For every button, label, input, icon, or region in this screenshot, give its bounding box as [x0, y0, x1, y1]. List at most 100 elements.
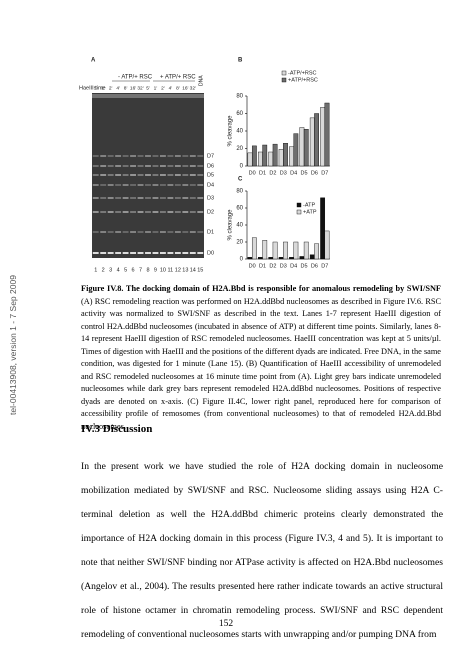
x-tick-label: D7 [321, 170, 328, 176]
gel-band [197, 155, 204, 157]
gel-band [152, 165, 159, 167]
x-tick-label: D2 [269, 170, 276, 176]
gel-band [152, 155, 159, 157]
gel-band [189, 197, 196, 199]
gel-band [182, 231, 189, 233]
gel-band [189, 165, 196, 167]
lane-number: 13 [182, 267, 188, 273]
condition-label: - ATP/+ RSC [118, 75, 153, 81]
gel-band [130, 231, 136, 233]
gel-band [167, 231, 174, 233]
bar [258, 151, 263, 167]
gel-band [167, 197, 174, 199]
caption-body: (A) RSC remodeling reaction was performe… [81, 296, 441, 431]
bar [262, 240, 268, 260]
gel-band [100, 197, 107, 199]
gel-band [189, 211, 196, 213]
gel-band [167, 165, 174, 167]
gel-band [189, 155, 196, 157]
x-tick-label: D1 [259, 170, 266, 176]
y-tick-label: 0 [240, 164, 244, 170]
bar [299, 127, 305, 167]
bar [272, 143, 278, 167]
lane-number: 15 [197, 267, 203, 273]
y-tick-label: 20 [236, 146, 243, 152]
bar [247, 257, 253, 260]
bar [268, 257, 274, 260]
x-tick-label: D3 [280, 263, 287, 269]
gel-band [122, 174, 129, 176]
caption-title: Figure IV.8. The docking domain of H2A.B… [81, 284, 441, 293]
gel-band [107, 165, 114, 167]
band-label: D4 [207, 182, 214, 188]
gel-band [197, 165, 204, 167]
time-label: 8' [176, 85, 180, 91]
gel-band [122, 211, 129, 213]
lane-number: 8 [146, 267, 149, 273]
gel-band [122, 155, 129, 157]
time-label: 1' [101, 85, 105, 91]
lane-number: 2 [102, 267, 105, 273]
bar [289, 146, 294, 167]
bar [320, 107, 326, 167]
gel-band [197, 197, 204, 199]
gel-band [197, 211, 204, 213]
gel-band [182, 197, 189, 199]
y-axis-label: % cleavage [228, 209, 234, 241]
gel-band [145, 197, 151, 199]
gel-band [145, 231, 151, 233]
time-label: 4' [116, 85, 120, 91]
time-label: 1' [154, 85, 158, 91]
gel-band [152, 197, 159, 199]
gel-band [174, 184, 181, 186]
legend-label: +ATP/+RSC [288, 77, 318, 83]
panel-label: C [238, 177, 243, 183]
bar [299, 256, 305, 260]
gel-band [115, 231, 122, 233]
bar [251, 237, 257, 260]
band-label: D5 [207, 172, 214, 178]
lane-number: 5 [124, 267, 127, 273]
bar [283, 143, 288, 167]
bar [272, 241, 278, 260]
band-label: D7 [207, 153, 214, 159]
gel-band [145, 155, 151, 157]
gel-band [160, 184, 166, 186]
x-tick-label: D5 [301, 263, 308, 269]
gel-band [107, 174, 114, 176]
x-tick-label: D3 [280, 170, 287, 176]
bar [309, 254, 315, 260]
gel-band [130, 184, 136, 186]
gel-band [152, 231, 159, 233]
lane-number: 1 [94, 267, 97, 273]
lane-number: 7 [139, 267, 142, 273]
gel-band [137, 231, 144, 233]
gel-band [189, 231, 196, 233]
legend-swatch [296, 209, 302, 215]
gel-band [92, 252, 99, 254]
gel-band [115, 174, 122, 176]
bar [293, 241, 299, 260]
gel-band [115, 211, 122, 213]
band-label: D6 [207, 163, 214, 169]
time-label: 8' [124, 85, 128, 91]
y-tick-label: 20 [236, 240, 243, 246]
bar [314, 243, 319, 260]
bar [324, 102, 330, 167]
legend-swatch [281, 77, 287, 83]
gel-band [145, 174, 151, 176]
gel-band [92, 231, 99, 233]
figure: A B C - ATP/+ RSC + ATP/+ RSC HaeIII tim… [79, 58, 330, 273]
band-label: D3 [207, 195, 214, 201]
bar [303, 241, 309, 260]
gel-band [182, 252, 189, 254]
gel-band [182, 155, 189, 157]
lane-number: 10 [160, 267, 166, 273]
gel-band [152, 184, 159, 186]
gel-band [167, 252, 174, 254]
gel-band [92, 94, 204, 98]
x-tick-label: D6 [311, 170, 318, 176]
gel-band [137, 174, 144, 176]
gel-band [137, 197, 144, 199]
